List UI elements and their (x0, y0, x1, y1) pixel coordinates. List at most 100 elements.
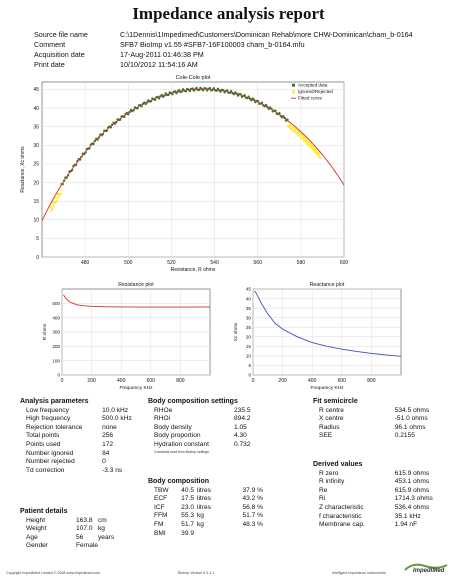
analysis-cell: 172 (102, 440, 114, 448)
derived-cell: 1.94 nF (394, 521, 418, 529)
meta-value: SFB7 BioImp v1.55 #SFB7-16F100003 cham_b… (120, 40, 305, 49)
cole-cole-xtick: 600 (340, 260, 349, 266)
bc-heading: Body composition (148, 478, 210, 485)
analysis-cell: 84 (102, 449, 110, 457)
cole-cole-xtick: 580 (297, 260, 306, 266)
bc-row: TBW 40.5 litres 37.9 % (148, 487, 298, 496)
reactance-plot-ytick: 35 (246, 306, 252, 311)
cole-cole-frame (41, 81, 345, 258)
report-meta: Source file name C:\1Dennis\1Impedimed\Cu… (34, 30, 413, 70)
bcs-cell: 235.5 (234, 406, 251, 414)
reactance-plot-xtick: 400 (308, 378, 317, 384)
bc-cell: 55.3 (181, 512, 194, 520)
reactance-plot-ytick: 20 (246, 334, 252, 339)
patient-cell: kg (98, 525, 105, 533)
derived-cell: 615.9 ohms (394, 469, 430, 477)
reactance-plot-xtick: 800 (367, 378, 376, 384)
analysis-cell: Total points (26, 432, 60, 440)
reactance-plot-ytick: 15 (246, 344, 252, 349)
patient-row: Height 163.8 cm (20, 517, 142, 526)
fit-row: X centre -51.0 ohms (313, 415, 453, 424)
bc-cell: BMI (154, 529, 166, 537)
fit-cell: 96.1 ohms (394, 423, 426, 431)
ignored-point (54, 196, 57, 200)
bc-cell: 51.7 (181, 520, 194, 528)
cole-cole-plot: Cole-Cole plot 480 500 520 540 560 580 600 0 5 10 1… (20, 75, 349, 273)
bcs-cell: 4.30 (234, 432, 247, 440)
fit-cell: R centre (319, 406, 344, 414)
bc-cell: 17.5 (181, 495, 194, 503)
meta-acquisition-date: Acquisition date 17-Aug-2011 01:46:38 PM (34, 50, 413, 60)
cole-cole-ytick: 40 (33, 106, 39, 112)
reactance-plot-ytick: 25 (246, 325, 252, 330)
cole-cole-xtick: 500 (124, 260, 133, 266)
ignored-point (296, 132, 299, 135)
derived-values: Derived values R zero 615.9 ohms R infinit… (313, 461, 453, 530)
bc-cell: kg (197, 512, 204, 520)
cole-cole-ytick: 5 (36, 236, 39, 242)
meta-key: Acquisition date (34, 50, 85, 59)
fit-cell: Radius (319, 423, 340, 431)
cole-cole-ylabel: Reactance, Xc ohms (20, 146, 26, 193)
ignored-point (51, 207, 54, 211)
legend-swatch (292, 83, 295, 87)
derived-heading: Derived values (313, 461, 363, 468)
resistance-plot-ytick: 400 (52, 315, 60, 320)
cole-cole-title: Cole-Cole plot (176, 75, 211, 81)
svg-text:ImpediMed: ImpediMed (413, 568, 445, 574)
bc-cell: 43.2 % (242, 495, 263, 503)
derived-cell: f characteristic (319, 512, 362, 520)
analysis-row: High frequency 500.0 kHz (20, 415, 142, 424)
resistance-plot-ytick: 300 (52, 330, 60, 335)
bc-row: ICF 23.0 litres 56.8 % (148, 504, 298, 513)
accepted-point (205, 89, 209, 92)
cole-cole-xtick: 560 (254, 260, 263, 266)
reactance-plot: Reactance plot 0 200 400 600 800 0 5 10 15 20 25 30 3… (233, 282, 402, 391)
accepted-point (171, 92, 174, 96)
analysis-cell: High frequency (26, 415, 71, 423)
cole-cole-ytick: 10 (33, 218, 39, 224)
bc-cell: 48.3 % (242, 520, 263, 528)
cole-cole-ytick: 15 (33, 199, 39, 205)
reactance-plot-line (254, 290, 402, 357)
meta-comment: Comment SFB7 BioImp v1.55 #SFB7-16F100003… (34, 40, 413, 50)
legend-label: Accepted data (298, 83, 328, 88)
patient-cell: Gender (26, 542, 48, 550)
cole-cole-ytick: 45 (33, 87, 39, 93)
meta-source-file: Source file name C:\1Dennis\1Impedimed\Cu… (34, 30, 413, 40)
reactance-plot-ytick: 5 (248, 363, 251, 368)
ignored-point (317, 153, 320, 156)
bc-cell: 37.9 % (242, 486, 263, 494)
bc-cell: 56.8 % (242, 503, 263, 511)
derived-cell: 453.1 ohms (394, 478, 430, 486)
reactance-plot-xtick: 0 (252, 378, 255, 384)
bc-cell: litres (197, 495, 211, 503)
bc-cell: FM (154, 520, 164, 528)
patient-heading: Patient details (20, 508, 68, 515)
bc-cell: kg (197, 520, 204, 528)
bc-row: FFM 55.3 kg 51.7 % (148, 512, 298, 521)
patient-cell (98, 542, 128, 551)
accepted-point (177, 89, 181, 92)
bc-row: FM 51.7 kg 48.3 % (148, 521, 298, 530)
analysis-row: Td correction -3.3 ns (20, 467, 142, 476)
fit-cell: -51.0 ohms (394, 415, 428, 423)
ignored-point (301, 137, 305, 140)
reactance-plot-ytick: 10 (246, 354, 252, 359)
patient-cell: Female (76, 542, 98, 550)
derived-cell: 536.4 ohms (394, 503, 430, 511)
resistance-plot-ytick: 200 (52, 344, 60, 349)
analysis-row: Rejection tolerance none (20, 424, 142, 433)
analysis-cell: Number ignored (26, 449, 74, 457)
bc-row: ECF 17.5 litres 43.2 % (148, 495, 298, 504)
analysis-parameters: Analysis parameters Low frequency 10.0 kH… (20, 398, 142, 475)
resistance-plot-ytick: 100 (52, 358, 60, 363)
meta-key: Print date (34, 60, 65, 69)
accepted-point (175, 92, 178, 95)
patient-row: Gender Female (20, 542, 142, 551)
meta-value: C:\1Dennis\1Impedimed\Customers\Dominica… (120, 30, 413, 39)
analysis-heading: Analysis parameters (20, 398, 89, 405)
patient-cell: 107.0 (76, 525, 93, 533)
resistance-plot-ylabel: R ohms (42, 323, 48, 340)
